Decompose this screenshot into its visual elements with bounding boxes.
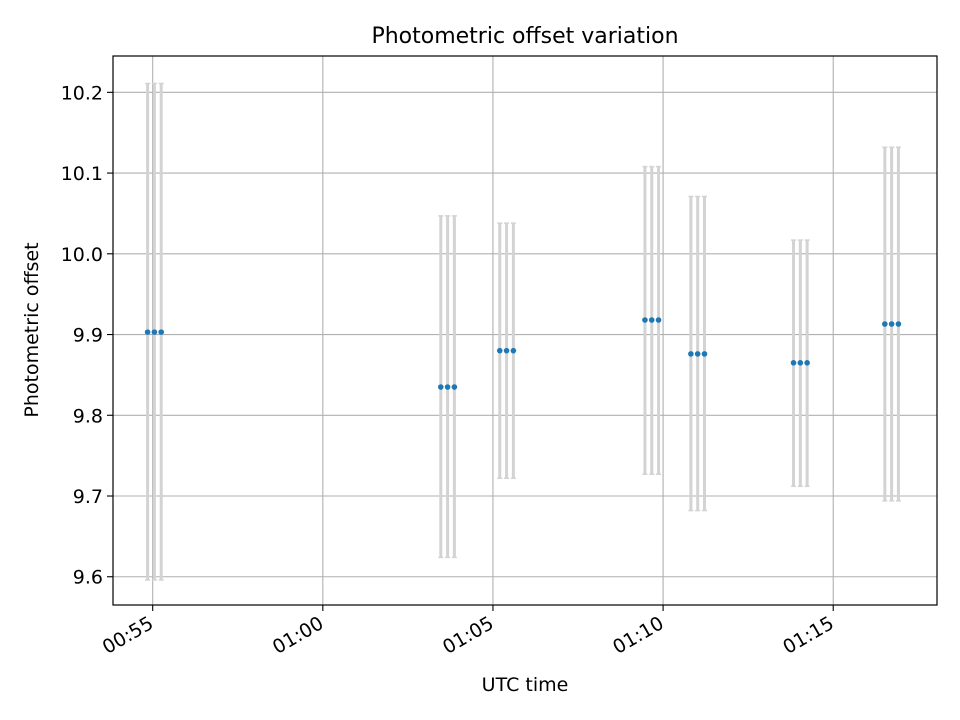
data-point [503,347,510,354]
x-axis-label: UTC time [482,674,569,696]
y-axis-label: Photometric offset [21,242,43,417]
data-point [451,384,458,390]
y-tick-label: 10.2 [61,82,103,104]
data-point [895,321,902,327]
data-point [158,329,165,335]
data-point [437,384,444,390]
data-point [797,359,804,366]
y-tick-label: 10.1 [61,163,103,185]
y-tick-label: 9.9 [73,325,103,347]
data-point [655,317,662,323]
data-points [144,317,902,390]
data-point [642,317,648,323]
data-point [688,351,694,357]
data-point [510,347,517,354]
data-point [444,384,451,390]
y-tick-label: 9.8 [73,405,103,427]
y-tick-label: 9.7 [73,486,103,508]
data-point [151,329,158,335]
data-point [701,351,708,357]
data-point [694,351,701,357]
y-tick-label: 10.0 [61,244,103,266]
data-point [496,347,503,354]
data-point [882,321,888,327]
data-point [648,317,655,323]
y-tick-label: 9.6 [73,567,103,589]
chart-title: Photometric offset variation [371,24,678,49]
data-point [144,329,151,335]
data-point [804,359,810,366]
y-axis-ticks: 9.6 9.7 9.8 9.9 10.0 10.1 10.2 [61,82,113,589]
data-point [790,359,797,366]
data-point [888,321,895,327]
plot-frame [112,55,938,606]
